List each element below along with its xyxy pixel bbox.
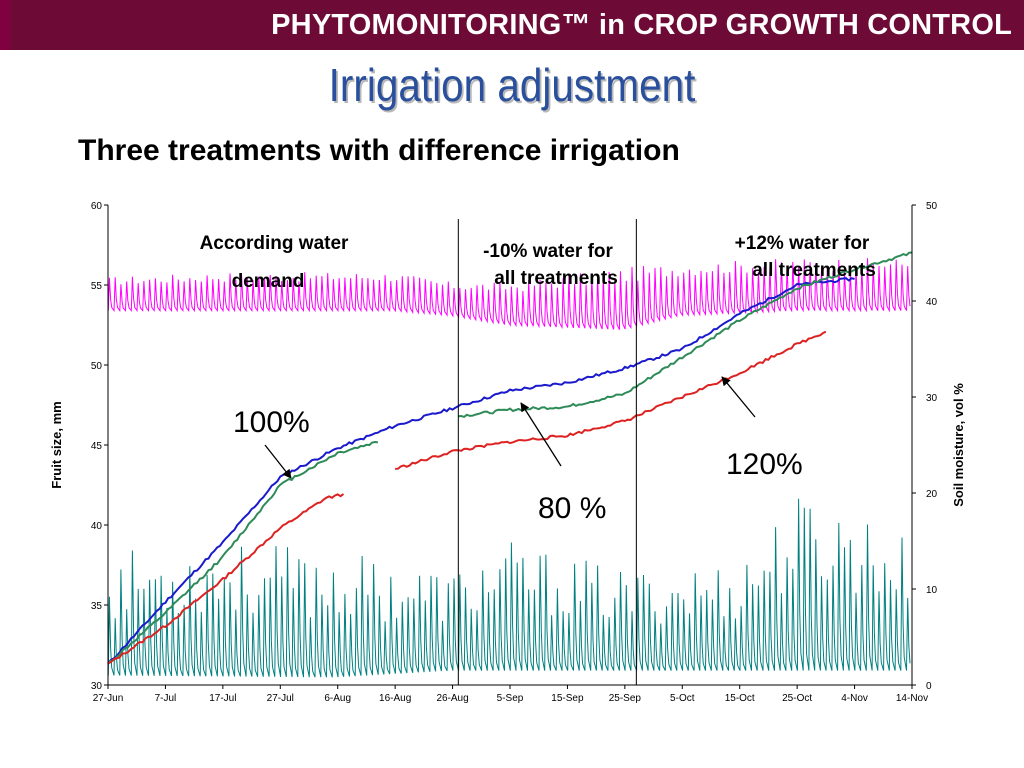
x-tick-label: 15-Sep (551, 693, 584, 704)
soil-moisture-layer (107, 258, 911, 678)
fruit-size-series-120 (107, 493, 345, 665)
y-tick-label: 60 (91, 201, 103, 212)
annotation-plus-12-percent-line-1: +12% water for (735, 233, 870, 254)
label-100-percent: 100% (233, 406, 310, 439)
annotation-plus-12-percent-line-2: all treatments (752, 260, 876, 281)
y-tick-label: 45 (91, 441, 103, 452)
y2-tick-label: 50 (926, 201, 938, 212)
y2-tick-label: 10 (926, 585, 938, 596)
x-tick-label: 17-Jul (209, 693, 236, 704)
annotation-minus-10-percent-line-1: -10% water for (483, 241, 613, 262)
fruit-size-series-120-after-break (395, 330, 827, 470)
x-tick-label: 27-Jul (267, 693, 294, 704)
annotation-minus-10-percent-line-2: all treatments (494, 268, 618, 289)
fruit-size-series-80 (107, 440, 379, 665)
header-bar: PHYTOMONITORING™ in CROP GROWTH CONTROL (0, 0, 1024, 50)
label-100-percent-arrow (264, 444, 292, 479)
x-tick-label: 14-Nov (896, 693, 928, 704)
header-title: PHYTOMONITORING™ in CROP GROWTH CONTROL (271, 9, 1012, 41)
y-axis-title: Fruit size, mm (49, 401, 64, 488)
annotation-according-water-demand-line-1: According water (200, 233, 349, 254)
y-tick-label: 35 (91, 601, 103, 612)
x-tick-label: 25-Sep (609, 693, 642, 704)
y-tick-label: 30 (91, 681, 103, 692)
soil-moisture-series-2 (107, 498, 911, 678)
y2-tick-label: 40 (926, 297, 938, 308)
x-tick-label: 15-Oct (725, 693, 755, 704)
x-tick-label: 16-Aug (379, 693, 411, 704)
y-tick-label: 50 (91, 361, 103, 372)
x-tick-label: 25-Oct (782, 693, 812, 704)
y-tick-label: 55 (91, 281, 103, 292)
x-tick-label: 5-Oct (670, 693, 695, 704)
slide-subtitle: Three treatments with difference irrigat… (78, 134, 680, 167)
y2-axis-title: Soil moisture, vol % (951, 383, 966, 507)
soil-moisture-series-1 (107, 258, 911, 330)
fruit-size-series-80-after-break (458, 251, 913, 419)
y2-tick-label: 30 (926, 393, 938, 404)
fruit-size-series-100 (107, 277, 855, 665)
annotation-according-water-demand-line-2: demand (232, 271, 305, 292)
label-120-percent: 120% (726, 448, 803, 481)
header-band: PHYTOMONITORING™ in CROP GROWTH CONTROL (10, 0, 1024, 50)
label-120-percent-arrow (721, 376, 756, 418)
label-80-percent-arrow (520, 402, 562, 467)
x-tick-label: 7-Jul (155, 693, 177, 704)
axes-layer: 30 35 40 45 50 55 60 0 10 20 30 40 50 27-Jun 7-Jul 17-J… (49, 201, 966, 704)
x-tick-label: 6-Aug (324, 693, 351, 704)
y2-tick-label: 0 (926, 681, 932, 692)
x-tick-label: 27-Jun (93, 693, 124, 704)
label-80-percent: 80 % (538, 492, 606, 525)
y2-tick-label: 20 (926, 489, 938, 500)
slide-title: Irrigation adjustment (328, 59, 696, 111)
annotation-layer: According water demand -10% water for all t… (200, 233, 876, 525)
fruit-size-layer (107, 251, 913, 665)
x-tick-label: 4-Nov (841, 693, 868, 704)
x-tick-label: 5-Sep (497, 693, 524, 704)
x-tick-label: 26-Aug (436, 693, 468, 704)
y-tick-label: 40 (91, 521, 103, 532)
